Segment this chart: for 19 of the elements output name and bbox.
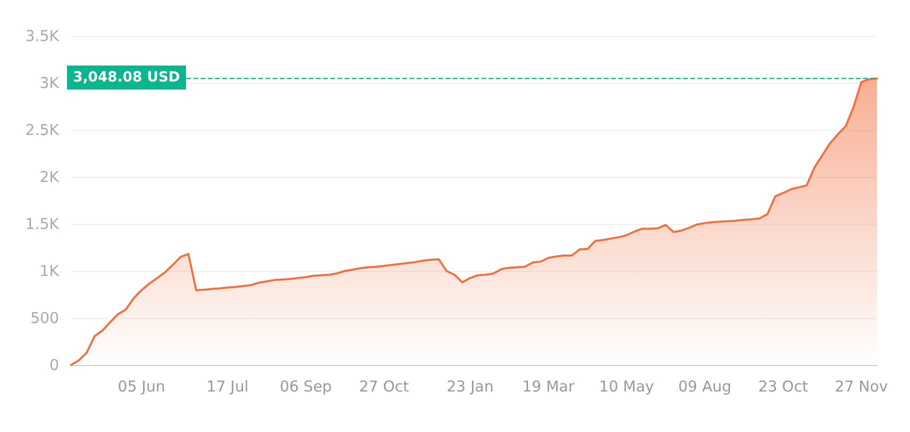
y-tick-label: 3K — [40, 74, 60, 92]
x-tick-label: 10 May — [599, 378, 654, 396]
y-tick-label: 1.5K — [25, 215, 60, 233]
y-tick-label: 2.5K — [25, 121, 60, 139]
x-tick-label: 05 Jun — [118, 378, 166, 396]
y-tick-label: 0 — [49, 356, 59, 374]
x-tick-label: 23 Jan — [446, 378, 494, 396]
x-tick-label: 17 Jul — [206, 378, 248, 396]
x-tick-label: 23 Oct — [758, 378, 808, 396]
y-tick-label: 500 — [30, 309, 59, 327]
x-tick-label: 06 Sep — [280, 378, 332, 396]
x-tick-label: 09 Aug — [678, 378, 732, 396]
x-tick-label: 27 Oct — [359, 378, 410, 396]
y-tick-label: 1K — [40, 262, 60, 280]
y-tick-label: 3.5K — [25, 27, 60, 45]
x-tick-label: 19 Mar — [522, 378, 576, 396]
y-tick-label: 2K — [40, 168, 60, 186]
ref-line-label: 3,048.08 USD — [73, 69, 180, 86]
x-tick-label: 27 Nov — [834, 378, 888, 396]
